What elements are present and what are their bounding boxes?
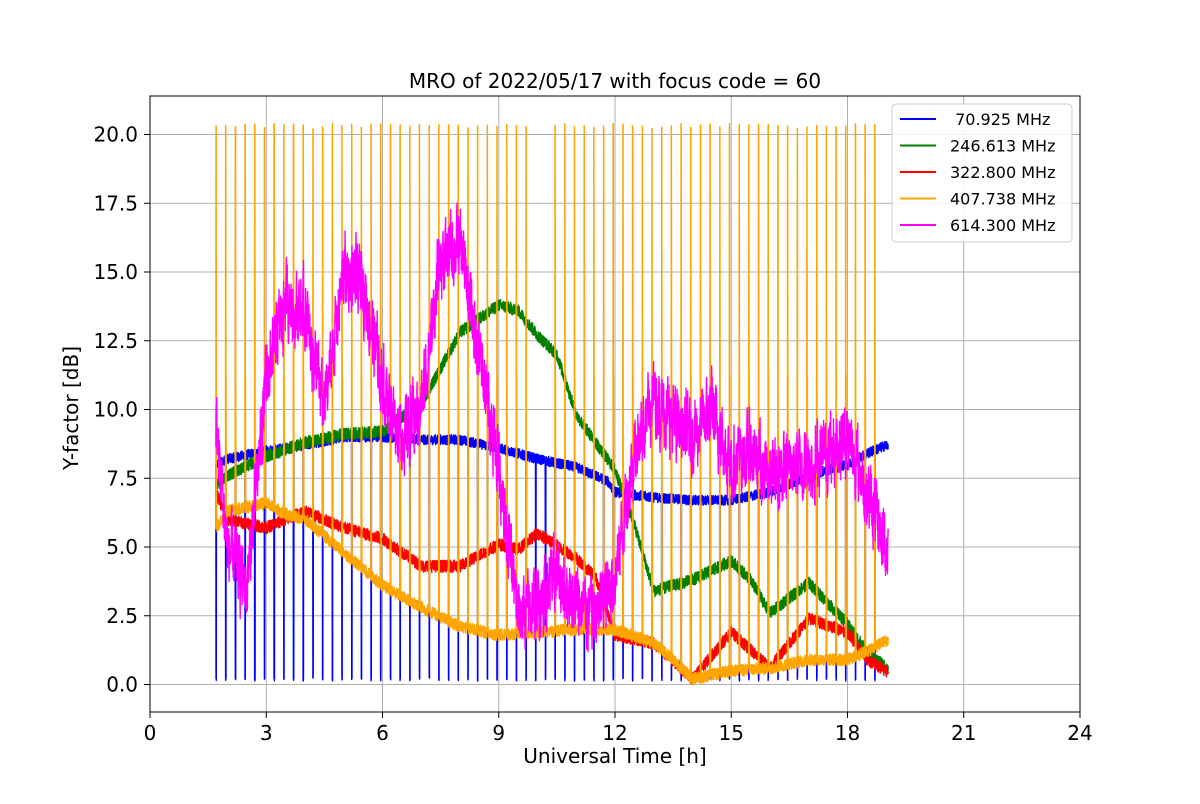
legend-label: 407.738 MHz <box>950 190 1055 209</box>
legend-label: 614.300 MHz <box>950 216 1055 235</box>
chart-title: MRO of 2022/05/17 with focus code = 60 <box>409 69 821 93</box>
x-tick-label: 24 <box>1067 721 1092 745</box>
series-line-1 <box>215 299 889 674</box>
y-axis-label: Y-factor [dB] <box>59 346 83 471</box>
x-tick-label: 21 <box>951 721 976 745</box>
x-tick-label: 3 <box>260 721 273 745</box>
y-tick-label: 5.0 <box>106 535 138 559</box>
legend-label: 322.800 MHz <box>950 163 1055 182</box>
y-tick-label: 10.0 <box>93 398 138 422</box>
y-tick-label: 7.5 <box>106 466 138 490</box>
series-line-4 <box>215 202 889 653</box>
y-tick-label: 15.0 <box>93 260 138 284</box>
y-tick-label: 17.5 <box>93 191 138 215</box>
y-tick-label: 20.0 <box>93 123 138 147</box>
legend-box <box>891 103 1073 243</box>
plot-series-group <box>215 122 889 686</box>
legend-label: 70.925 MHz <box>950 110 1050 129</box>
legend-label: 246.613 MHz <box>950 137 1055 156</box>
x-axis-label: Universal Time [h] <box>523 744 706 768</box>
series-line-2 <box>215 486 889 686</box>
x-tick-label: 15 <box>719 721 744 745</box>
x-tick-label: 6 <box>376 721 389 745</box>
legend: 70.925 MHz 246.613 MHz 322.800 MHz 407.738 … <box>891 103 1073 243</box>
y-tick-label: 2.5 <box>106 604 138 628</box>
y-tick-label: 12.5 <box>93 329 138 353</box>
x-tick-label: 12 <box>602 721 627 745</box>
plot-area <box>215 122 889 686</box>
x-tick-label: 18 <box>835 721 860 745</box>
ticks: 0 3 6 9 12 15 18 21 24 0.0 2.5 5.0 7.5 10.0 12.5 15.0 17… <box>93 123 1092 746</box>
series-line-3 <box>215 122 889 686</box>
x-tick-label: 0 <box>144 721 157 745</box>
x-tick-label: 9 <box>492 721 505 745</box>
y-tick-label: 0.0 <box>106 673 138 697</box>
